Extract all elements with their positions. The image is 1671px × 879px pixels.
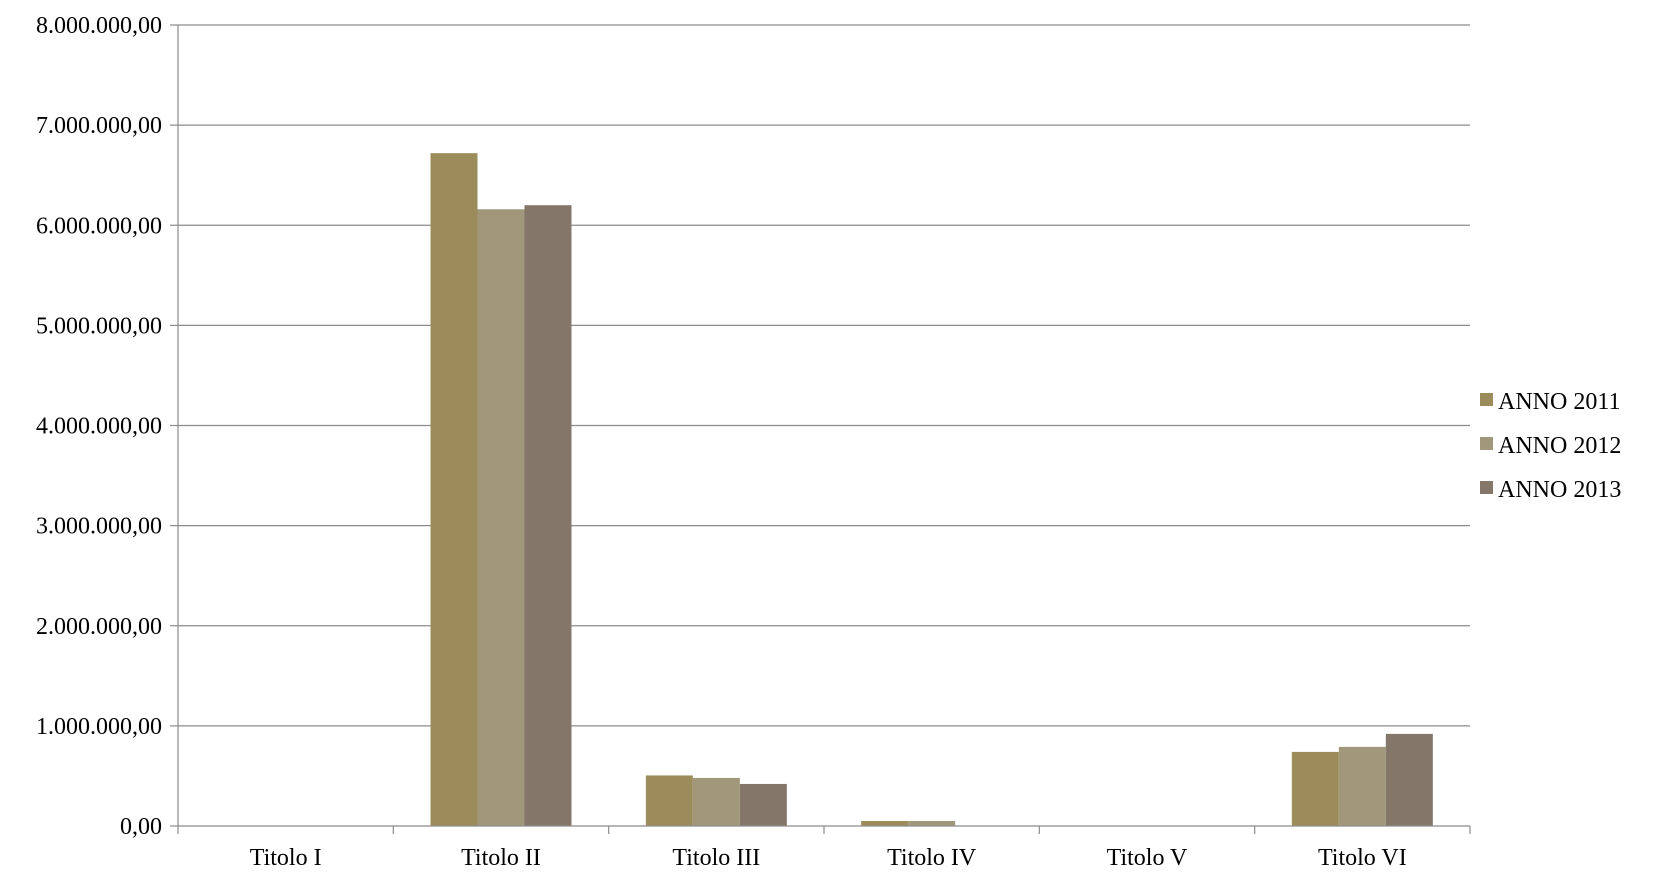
y-tick-label: 4.000.000,00 [36, 414, 162, 440]
x-tick-label: Titolo IV [887, 845, 977, 871]
bar-anno-2011-titolo-iv [861, 820, 909, 826]
x-tick-label: Titolo III [672, 845, 760, 871]
bar-anno-2013-titolo-ii [524, 205, 572, 827]
bars [430, 153, 1433, 827]
bar-anno-2013-titolo-iii [739, 783, 787, 826]
y-tick-label: 5.000.000,00 [36, 313, 162, 339]
y-tick-label: 1.000.000,00 [36, 714, 162, 740]
legend-label: ANNO 2011 [1498, 389, 1620, 415]
y-tick-label: 8.000.000,00 [36, 13, 162, 39]
x-tick-label: Titolo V [1107, 845, 1188, 871]
legend-label: ANNO 2012 [1498, 433, 1621, 459]
y-tick-label: 6.000.000,00 [36, 213, 162, 239]
legend-label: ANNO 2013 [1498, 477, 1621, 503]
bar-anno-2011-titolo-iii [645, 775, 693, 826]
bar-anno-2012-titolo-ii [477, 209, 525, 827]
legend: ANNO 2011 ANNO 2012 ANNO 2013 [1480, 389, 1621, 503]
y-tick-label: 0,00 [120, 814, 162, 840]
axes: 0,00 1.000.000,00 2.000.000,00 3.000.000,00… [36, 13, 1471, 871]
bar-anno-2012-titolo-iii [692, 777, 740, 826]
x-tick-label: Titolo II [461, 845, 541, 871]
legend-swatch [1480, 481, 1493, 494]
bar-anno-2012-titolo-vi [1338, 746, 1386, 826]
bar-anno-2012-titolo-iv [908, 820, 956, 826]
bar-anno-2011-titolo-ii [430, 153, 478, 826]
y-tick-label: 7.000.000,00 [36, 113, 162, 139]
bar-anno-2011-titolo-vi [1291, 751, 1339, 826]
gridlines [178, 24, 1470, 727]
legend-swatch [1480, 437, 1493, 450]
bar-anno-2013-titolo-vi [1385, 733, 1433, 826]
y-tick-label: 3.000.000,00 [36, 514, 162, 540]
x-tick-label: Titolo I [250, 845, 322, 871]
y-tick-label: 2.000.000,00 [36, 614, 162, 640]
x-tick-label: Titolo VI [1318, 845, 1407, 871]
legend-swatch [1480, 393, 1493, 406]
